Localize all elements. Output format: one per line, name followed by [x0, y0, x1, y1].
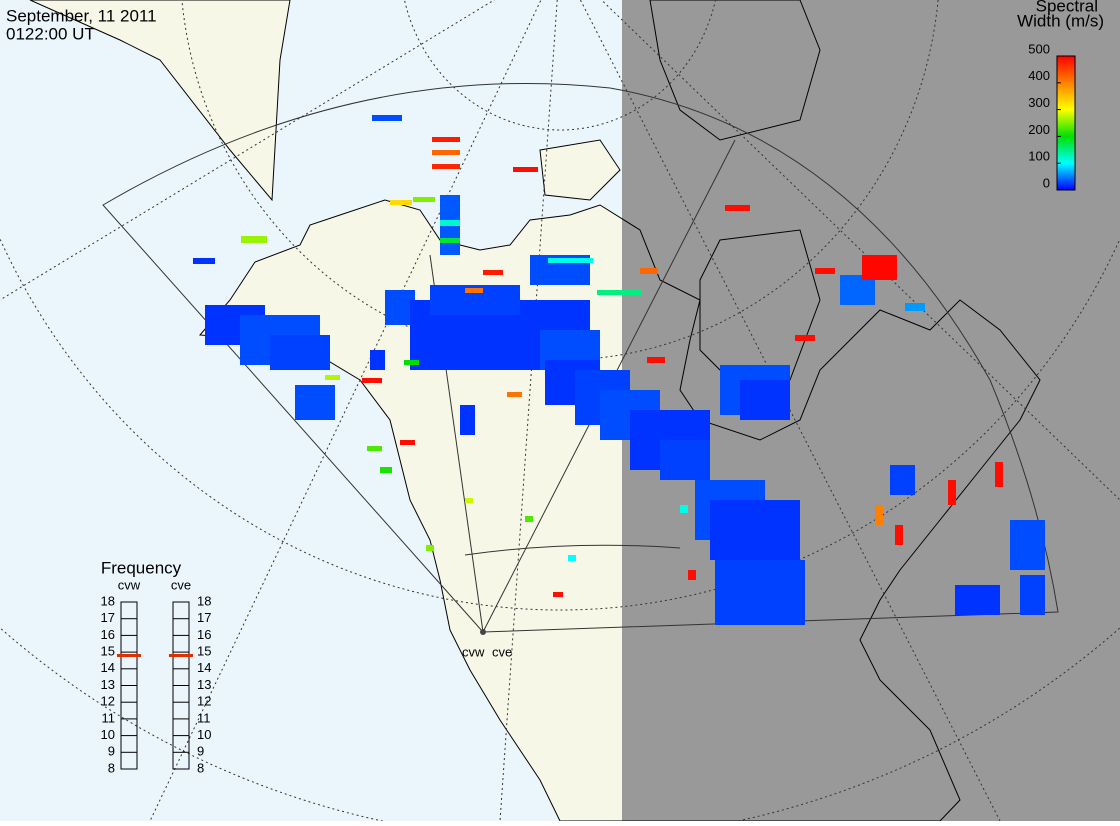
frequency-tick-label: 10 [101, 727, 115, 742]
echo-cell [660, 440, 710, 480]
echo-cell [241, 236, 267, 243]
time: 0122:00 UT [6, 24, 95, 43]
echo-cell [568, 555, 576, 561]
echo-cell [710, 500, 800, 560]
frequency-tick-label: 16 [101, 627, 115, 642]
echo-cell [725, 205, 750, 211]
echo-cell [404, 360, 419, 365]
frequency-tick-label: 8 [197, 760, 204, 775]
echo-cell [553, 592, 563, 597]
radar-name: cve [171, 577, 191, 592]
colorbar-tick-label: 0 [1043, 175, 1050, 190]
echo-cell [1010, 520, 1045, 570]
frequency-tick-label: 9 [197, 744, 204, 759]
echo-cell [948, 480, 956, 505]
frequency-tick-label: 12 [197, 694, 211, 709]
echo-cell [413, 197, 435, 202]
echo-cell [905, 303, 925, 311]
frequency-tick-label: 9 [108, 744, 115, 759]
colorbar-title: Width (m/s) [1017, 11, 1104, 30]
echo-cell [440, 220, 460, 226]
echo-cell [680, 505, 688, 513]
echo-cell [465, 498, 473, 503]
echo-cell [325, 375, 340, 380]
site-label: cve [492, 644, 512, 659]
echo-cell [862, 255, 897, 280]
echo-cell [483, 270, 503, 275]
echo-cell [875, 505, 883, 525]
radar-site [480, 629, 486, 635]
frequency-tick-label: 14 [197, 660, 211, 675]
frequency-tick-label: 13 [101, 677, 115, 692]
colorbar-tick-label: 200 [1028, 122, 1050, 137]
echo-cell [795, 335, 815, 341]
echo-cell [740, 380, 790, 420]
echo-cell [513, 167, 538, 172]
colorbar [1056, 55, 1076, 191]
frequency-tick-label: 11 [102, 710, 116, 725]
echo-cells [193, 115, 1045, 625]
frequency-tick-label: 12 [101, 694, 115, 709]
echo-cell [432, 164, 460, 169]
echo-cell [432, 150, 460, 155]
frequency-tick-label: 17 [101, 610, 115, 625]
frequency-tick-label: 15 [101, 644, 115, 659]
echo-cell [432, 137, 460, 142]
echo-cell [295, 385, 335, 420]
frequency-tick-label: 15 [197, 644, 211, 659]
echo-cell [815, 268, 835, 274]
echo-cell [270, 335, 330, 370]
echo-cell [895, 525, 903, 545]
echo-cell [1020, 575, 1045, 615]
echo-cell [597, 290, 642, 295]
echo-cell [440, 238, 460, 243]
frequency-tick-label: 10 [197, 727, 211, 742]
echo-cell [507, 392, 522, 397]
date: September, 11 2011 [6, 6, 157, 25]
echo-cell [995, 462, 1003, 487]
colorbar-tick-label: 500 [1028, 41, 1050, 56]
echo-cell [193, 258, 215, 264]
echo-cell [390, 200, 412, 205]
colorbar-tick-label: 100 [1028, 149, 1050, 164]
frequency-tick-label: 8 [108, 760, 115, 775]
frequency-tick-label: 17 [197, 610, 211, 625]
radar-name: cvw [118, 577, 141, 592]
echo-cell [426, 545, 434, 551]
echo-cell [380, 467, 392, 473]
frequency-tick-label: 18 [101, 593, 115, 608]
echo-cell [955, 585, 1000, 615]
frequency-title: Frequency [101, 558, 182, 577]
echo-cell [465, 288, 483, 293]
colorbar-tick-label: 400 [1028, 68, 1050, 83]
frequency-tick-label: 18 [197, 593, 211, 608]
frequency-tick-label: 16 [197, 627, 211, 642]
echo-cell [548, 258, 593, 263]
echo-cell [715, 560, 805, 625]
echo-cell [370, 350, 385, 370]
site-label: cvw [462, 644, 485, 659]
frequency-tick-label: 14 [101, 660, 115, 675]
echo-cell [400, 440, 415, 445]
echo-cell [647, 357, 665, 363]
colorbar-tick-label: 300 [1028, 95, 1050, 110]
echo-cell [890, 465, 915, 495]
echo-cell [688, 570, 696, 580]
frequency-tick-label: 13 [197, 677, 211, 692]
frequency-tick-label: 11 [197, 710, 211, 725]
colorbar-title: Spectral [1036, 0, 1098, 15]
echo-cell [362, 378, 382, 383]
echo-cell [525, 516, 533, 522]
echo-cell [372, 115, 402, 121]
echo-cell [460, 405, 475, 435]
echo-cell [367, 446, 382, 451]
echo-cell [640, 268, 658, 274]
